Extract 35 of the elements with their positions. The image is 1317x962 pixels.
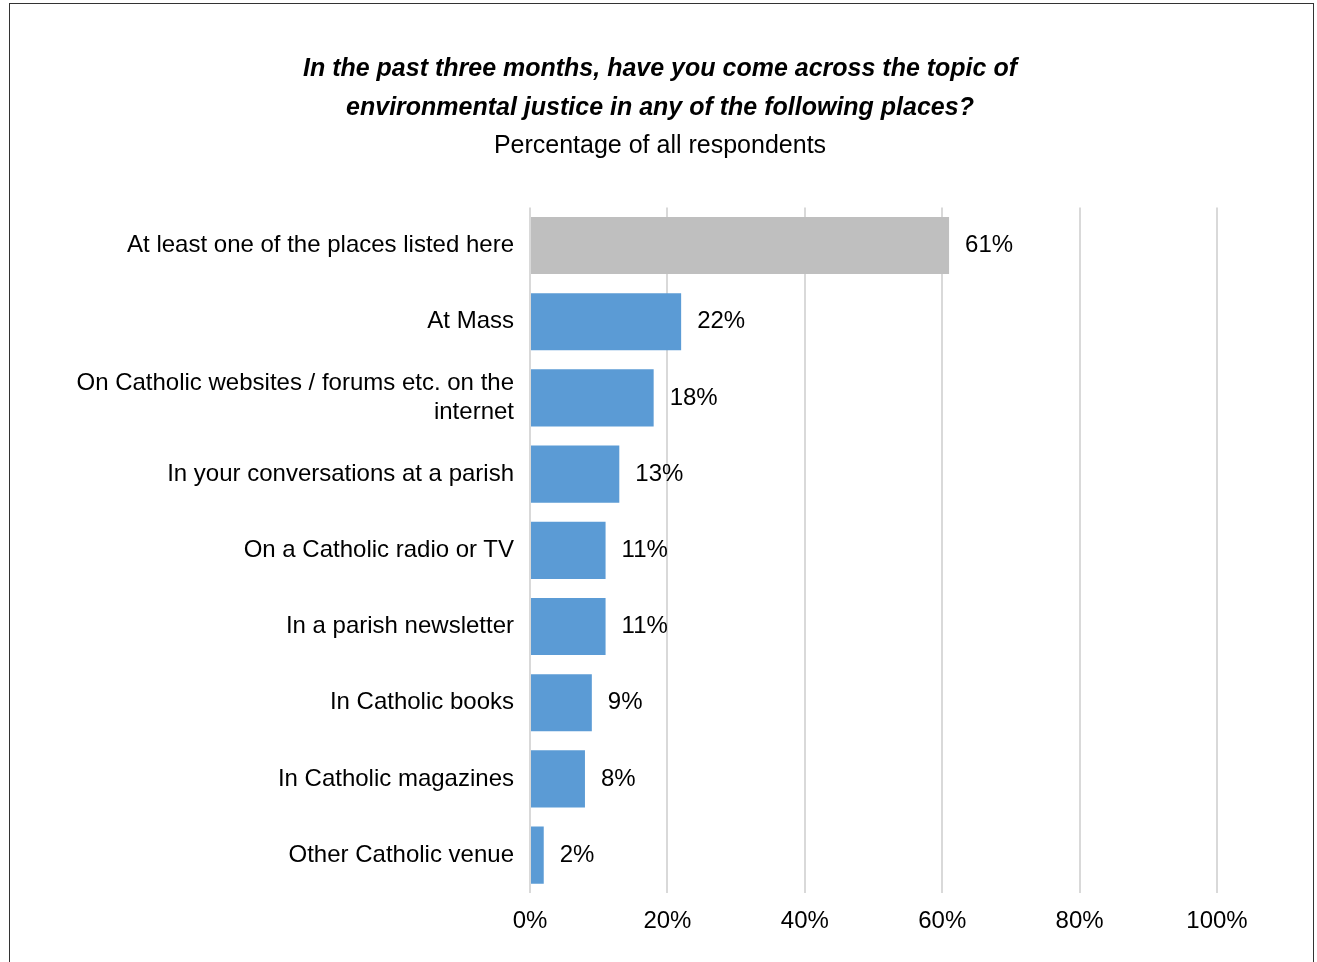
x-tick-label: 40% (780, 906, 829, 934)
y-tick-label: In your conversations at a parish (167, 458, 514, 486)
bar (531, 445, 620, 503)
y-tick-label: In Catholic books (329, 687, 514, 715)
bar (531, 674, 592, 732)
bar (531, 750, 585, 808)
data-label: 11% (621, 611, 668, 639)
data-label: 2% (559, 839, 595, 867)
data-label: 11% (621, 534, 668, 562)
bar (531, 597, 606, 656)
data-label: 22% (697, 306, 746, 334)
y-tick-label: At Mass (427, 306, 514, 334)
x-tick-label: 20% (643, 906, 692, 934)
bar (531, 521, 606, 579)
bar (531, 826, 544, 884)
x-tick-label: 100% (1186, 906, 1248, 934)
data-label: 18% (669, 382, 718, 410)
y-tick-label: In a parish newsletter (285, 611, 514, 639)
x-tick-label: 60% (918, 906, 967, 934)
x-tick-label: 80% (1055, 906, 1104, 934)
bar (531, 216, 950, 275)
chart-subtitle: Percentage of all respondents (492, 130, 828, 159)
data-label: 9% (607, 687, 643, 715)
bar (531, 369, 654, 427)
y-tick-label: Other Catholic venue (288, 839, 514, 867)
chart-title: In the past three months, have you come across the topic of environmental justice in any of the following places? (301, 52, 1020, 122)
y-tick-label: On a Catholic radio or TV (243, 534, 514, 562)
y-tick-label: At least one of the places listed here (127, 230, 514, 258)
x-tick-label: 0% (512, 906, 548, 934)
data-label: 13% (635, 458, 684, 486)
data-label: 61% (965, 230, 1014, 258)
y-tick-label: In Catholic magazines (277, 763, 514, 791)
data-label: 8% (600, 763, 636, 791)
y-tick-label: On Catholic websites / forums etc. on the internet (76, 368, 515, 424)
bar (531, 293, 682, 351)
